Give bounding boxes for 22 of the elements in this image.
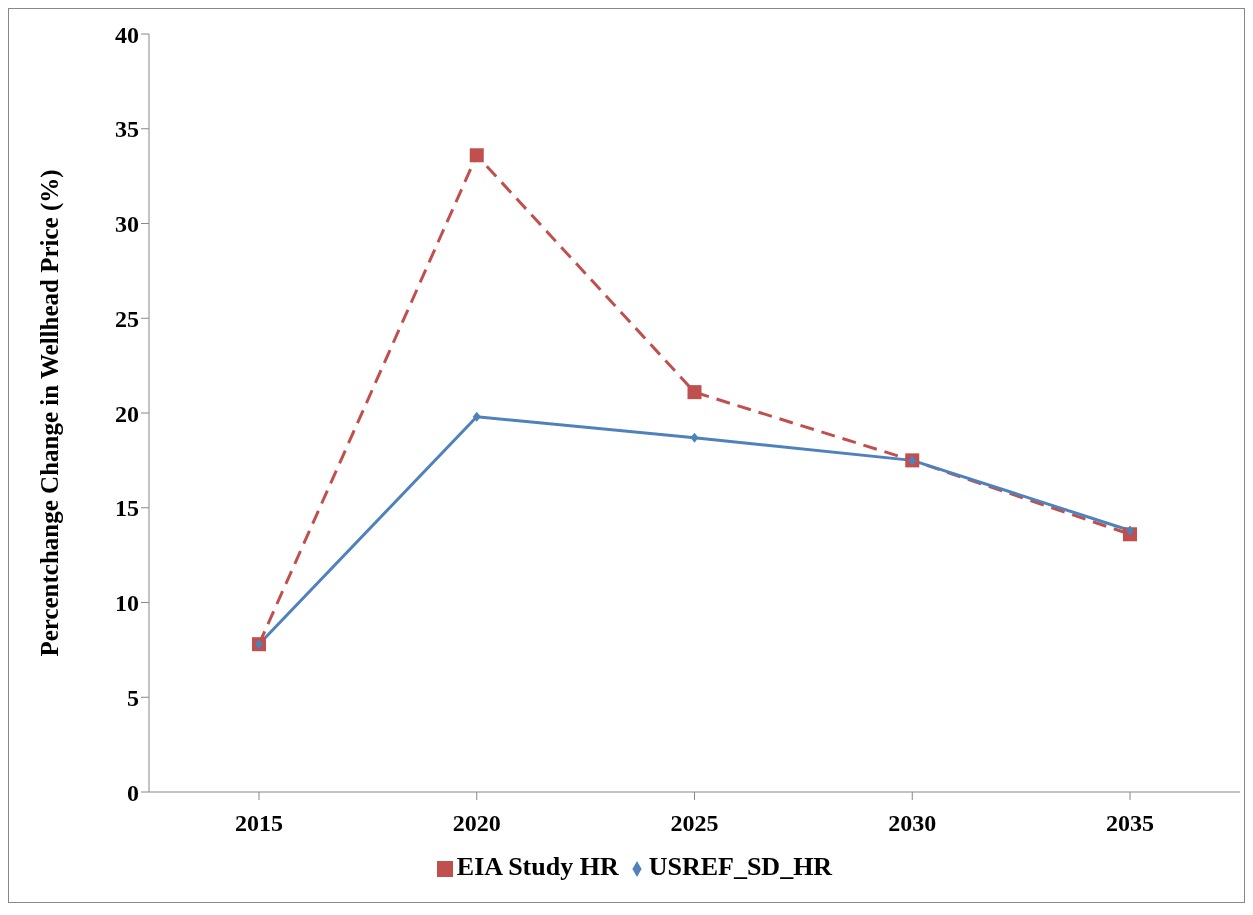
y-tick-label: 10 (115, 590, 139, 617)
y-tick-label: 30 (115, 211, 139, 238)
y-tick-label: 35 (115, 116, 139, 143)
point (469, 148, 484, 163)
point (1126, 525, 1134, 536)
y-tick-label: 25 (115, 305, 139, 332)
point (472, 411, 481, 422)
x-tick-label: 2025 (670, 810, 719, 837)
x-tick-label: 2020 (452, 810, 501, 837)
y-axis-title: Percentchange Change in Wellhead Price (%) (35, 169, 64, 657)
legend-label: USREF_SD_HR (648, 852, 833, 881)
y-tick-label: 0 (127, 779, 139, 806)
legend-label: EIA Study HR (456, 852, 619, 881)
point (690, 432, 699, 443)
x-tick-label: 2035 (1106, 810, 1154, 837)
y-tick-label: 20 (115, 400, 139, 427)
y-tick-label: 40 (115, 21, 139, 48)
point (687, 385, 702, 400)
x-tick-label: 2030 (888, 810, 937, 837)
x-tick-label: 2015 (235, 810, 283, 837)
y-tick-label: 5 (127, 684, 139, 711)
y-tick-label: 15 (115, 495, 139, 522)
